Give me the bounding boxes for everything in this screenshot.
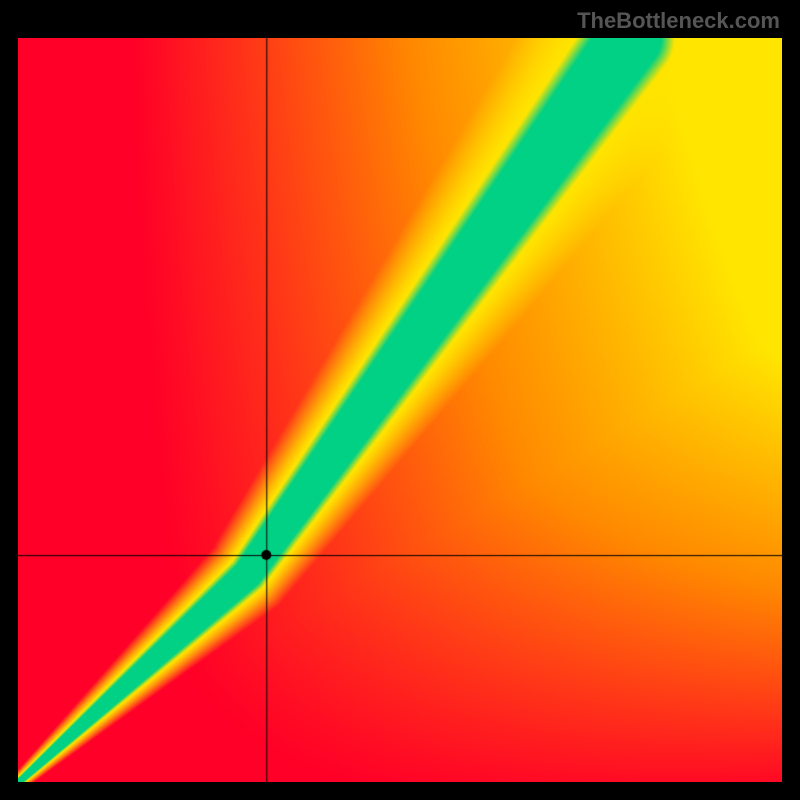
plot-area [18, 38, 782, 782]
heatmap-canvas [18, 38, 782, 782]
chart-container: TheBottleneck.com [0, 0, 800, 800]
watermark-text: TheBottleneck.com [577, 8, 780, 34]
